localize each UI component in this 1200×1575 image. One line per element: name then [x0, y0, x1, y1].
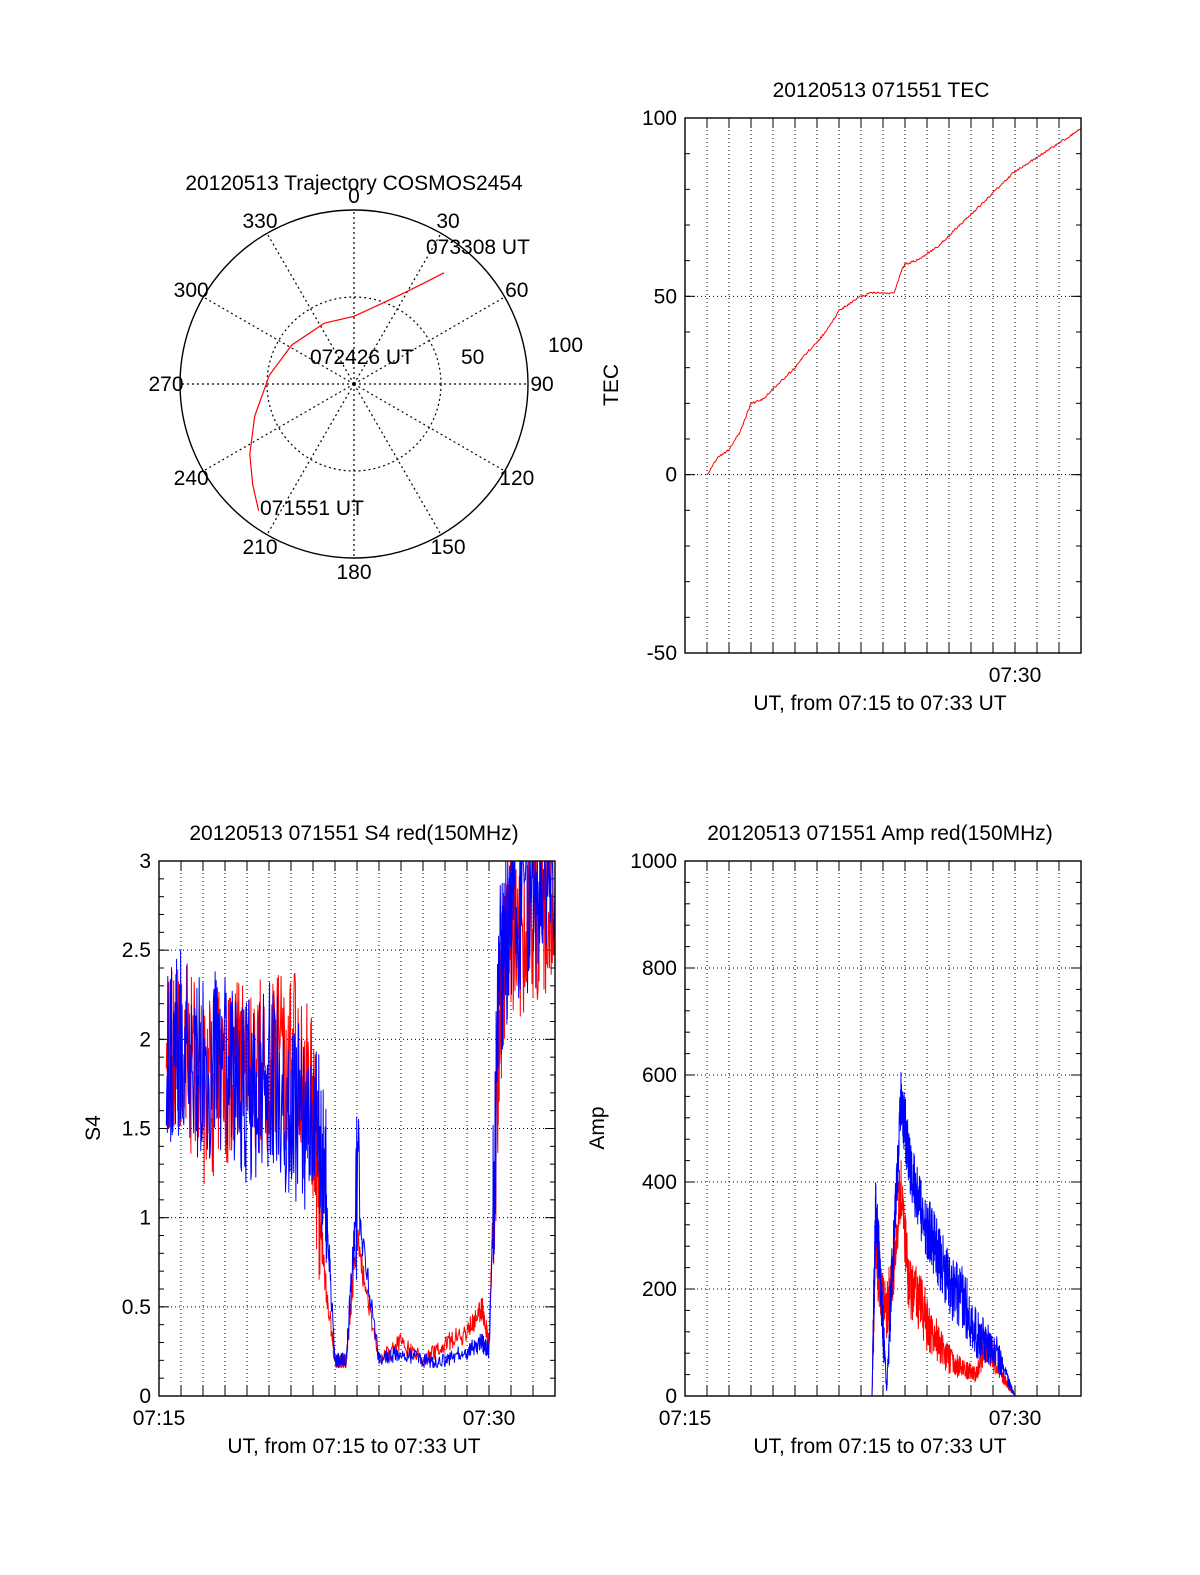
s4-x-axis-label: UT, from 07:15 to 07:33 UT	[227, 1435, 480, 1458]
y-tick-label: 3	[139, 850, 151, 873]
polar-angle-label-30: 30	[436, 210, 459, 233]
polar-ring-label-50: 50	[461, 346, 484, 369]
polar-angle-label-180: 180	[336, 561, 371, 584]
x-tick-label: 07:15	[659, 1407, 712, 1430]
amp-title: 20120513 071551 Amp red(150MHz)	[707, 822, 1053, 845]
y-tick-label: 2	[139, 1028, 151, 1051]
amp-plot: 20120513 071551 Amp red(150MHz) UT, from…	[586, 822, 1082, 1458]
plot-frame	[684, 860, 1082, 1397]
polar-spoke-240	[203, 383, 355, 472]
y-tick-label: 0	[665, 1385, 677, 1408]
polar-angle-label-150: 150	[430, 536, 465, 559]
y-tick-label: 0	[665, 464, 677, 487]
polar-angle-label-300: 300	[174, 279, 209, 302]
tec-y-axis-label: TEC	[600, 364, 623, 406]
series-line-blue	[703, 1071, 1081, 1397]
polar-spoke-150	[353, 383, 442, 535]
polar-angle-label-240: 240	[174, 467, 209, 490]
polar-angle-label-330: 330	[242, 210, 277, 233]
polar-trajectory-series	[249, 272, 445, 511]
y-tick-label: 1.5	[122, 1118, 151, 1141]
trajectory-mid-time-label: 072426 UT	[310, 346, 414, 369]
polar-ring-label-100: 100	[548, 334, 583, 357]
polar-angle-label-120: 120	[499, 467, 534, 490]
polar-outer-circle	[179, 209, 529, 559]
series-line-blue	[165, 860, 556, 1369]
y-tick-label: 1	[139, 1207, 151, 1230]
polar-spoke-330	[266, 233, 355, 385]
polar-angle-label-0: 0	[348, 185, 360, 208]
polar-angle-labels: 0 30 60 90 120 150 180 210 240 270 300 330	[148, 185, 553, 584]
polar-spoke-210	[266, 383, 355, 535]
plot-frame	[158, 860, 556, 1397]
y-tick-label: 100	[642, 107, 677, 130]
s4-title: 20120513 071551 S4 red(150MHz)	[189, 822, 518, 845]
polar-angle-label-210: 210	[242, 536, 277, 559]
y-tick-label: -50	[647, 642, 677, 665]
series-line-red	[703, 1160, 1081, 1397]
polar-spoke-60	[353, 296, 505, 385]
tec-x-axis-label: UT, from 07:15 to 07:33 UT	[753, 692, 1006, 715]
polar-spoke-30	[353, 233, 442, 385]
plot-frame	[684, 117, 1082, 654]
polar-title: 20120513 Trajectory COSMOS2454	[185, 172, 523, 195]
x-tick-label: 07:30	[463, 1407, 516, 1430]
polar-angle-label-90: 90	[530, 373, 553, 396]
x-tick-label: 07:30	[989, 664, 1042, 687]
polar-trajectory-line	[249, 272, 445, 511]
x-tick-label: 07:15	[133, 1407, 186, 1430]
trajectory-end-time-label: 073308 UT	[426, 236, 530, 259]
x-tick-label: 07:30	[989, 1407, 1042, 1430]
polar-angle-label-60: 60	[505, 279, 528, 302]
y-tick-label: 1000	[630, 850, 677, 873]
y-tick-label: 600	[642, 1064, 677, 1087]
series-line-red	[706, 128, 1082, 475]
amp-x-axis-label: UT, from 07:15 to 07:33 UT	[753, 1435, 1006, 1458]
y-tick-label: 0	[139, 1385, 151, 1408]
y-tick-label: 0.5	[122, 1296, 151, 1319]
y-tick-label: 400	[642, 1171, 677, 1194]
y-tick-label: 800	[642, 957, 677, 980]
trajectory-start-time-label: 071551 UT	[260, 497, 364, 520]
amp-y-axis-label: Amp	[586, 1106, 609, 1149]
s4-plot: 20120513 071551 S4 red(150MHz) UT, from …	[82, 822, 556, 1458]
y-tick-label: 50	[654, 285, 677, 308]
tec-title: 20120513 071551 TEC	[773, 79, 990, 102]
y-tick-label: 2.5	[122, 939, 151, 962]
polar-angle-label-270: 270	[148, 373, 183, 396]
tec-plot: 20120513 071551 TEC UT, from 07:15 to 07…	[600, 79, 1082, 715]
s4-y-axis-label: S4	[82, 1115, 105, 1141]
polar-grid	[179, 209, 529, 559]
trajectory-polar-plot: 20120513 Trajectory COSMOS2454 0 30 60 90 12…	[148, 172, 583, 584]
polar-spoke-300	[203, 296, 355, 385]
y-tick-label: 200	[642, 1278, 677, 1301]
polar-spoke-120	[353, 383, 505, 472]
